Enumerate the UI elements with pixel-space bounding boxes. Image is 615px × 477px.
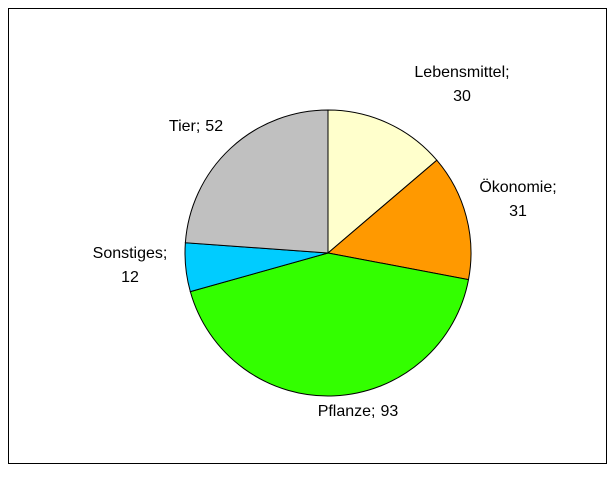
pie-slice [189, 252, 470, 397]
slice-category: Pflanze; [318, 403, 376, 420]
slice-category: Tier; [169, 118, 200, 135]
slice-category: Lebensmittel; [414, 64, 509, 81]
slice-label: Sonstiges; 12 [93, 245, 168, 286]
slice-category: Ökonomie; [479, 178, 556, 196]
slice-category: Sonstiges; [93, 245, 168, 262]
slice-value: 31 [509, 203, 527, 220]
slice-label: Tier; 52 [169, 118, 223, 135]
slice-value: 30 [453, 88, 471, 105]
slice-value: 12 [121, 269, 139, 286]
slice-label: Lebensmittel; 30 [414, 64, 509, 105]
pie-slice [327, 109, 438, 255]
slice-label: Pflanze; 93 [318, 403, 399, 420]
slice-value: 93 [381, 403, 399, 420]
pie-slice [184, 109, 329, 254]
pie-slice [326, 159, 472, 281]
slice-value: 52 [205, 118, 223, 135]
slice-label: Ökonomie; 31 [479, 178, 556, 220]
